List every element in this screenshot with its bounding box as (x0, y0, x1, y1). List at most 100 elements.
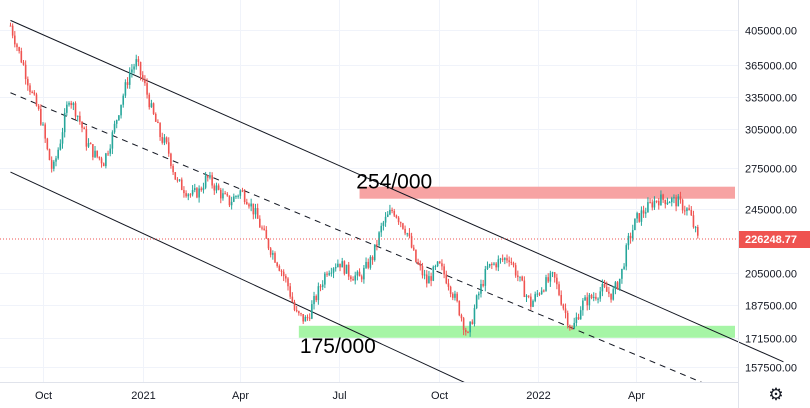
candle-body (163, 137, 166, 143)
candle-body (48, 149, 51, 161)
candle-body (367, 261, 370, 268)
candle-body (491, 263, 493, 265)
candle-body (274, 253, 276, 263)
candle-body (504, 258, 506, 260)
candle-body (497, 259, 500, 268)
candle-body (265, 229, 268, 239)
candle-body (571, 328, 573, 330)
candle-body (662, 194, 664, 200)
candle-body (649, 202, 651, 204)
candle-body (339, 263, 341, 268)
y-axis[interactable]: 405000.00 365000.00 335000.00 305000.00 2750… (745, 26, 797, 375)
candle-body (577, 317, 580, 320)
candle-body (113, 123, 116, 133)
candle-body (443, 266, 445, 275)
candle-body (540, 290, 543, 295)
candle-body (551, 272, 554, 274)
candle-body (376, 244, 378, 246)
candle-body (547, 277, 549, 282)
candle-body (107, 153, 109, 155)
candle-body (373, 244, 376, 261)
candle-body (128, 72, 131, 85)
candle-body (679, 196, 682, 200)
support-label: 175/000 (300, 335, 376, 358)
candle-body (40, 108, 42, 125)
candle-body (354, 275, 357, 281)
trend-line (10, 171, 465, 383)
candle-body (196, 188, 198, 198)
gear-icon[interactable]: ⚙ (768, 385, 784, 405)
candle-body (55, 158, 57, 162)
candle-body (289, 286, 291, 297)
candle-body (608, 291, 610, 294)
candle-body (688, 208, 690, 211)
candle-body (454, 293, 456, 298)
candle-body (677, 196, 680, 207)
candle-body (191, 190, 194, 195)
candle-body (473, 308, 476, 325)
y-tick-label: 171500.00 (745, 334, 797, 346)
candle-body (430, 276, 432, 281)
candle-body (256, 208, 259, 219)
candle-body (178, 179, 181, 181)
candle-body (14, 35, 16, 45)
candle-body (610, 293, 612, 300)
candle-body (404, 228, 406, 234)
candle-body (27, 79, 29, 86)
candle-body (137, 59, 140, 62)
candle-body (347, 264, 350, 277)
candle-body (666, 202, 669, 205)
candle-body (332, 268, 335, 273)
candle-body (57, 149, 59, 159)
candle-body (53, 161, 55, 169)
x-axis[interactable]: Oct 2021 Apr Jul Oct 2022 Apr (35, 390, 645, 402)
candle-body (668, 202, 671, 204)
candle-body (655, 200, 658, 202)
candle-body (447, 283, 450, 287)
candle-body (237, 195, 239, 197)
candle-body (519, 276, 521, 278)
candle-body (475, 295, 478, 309)
candle-body (308, 317, 311, 319)
trend-line (10, 19, 784, 363)
candle-body (345, 264, 348, 274)
candle-body (165, 137, 168, 143)
candle-body (239, 190, 242, 196)
candle-body (378, 232, 380, 246)
candle-body (326, 273, 328, 275)
last-price-badge-bg (739, 231, 810, 249)
candle-body (311, 304, 313, 319)
candle-body (230, 201, 233, 206)
candle-body (183, 190, 185, 194)
trend-line-dashed (10, 92, 703, 383)
candle-body (486, 266, 489, 270)
candle-body (98, 156, 101, 159)
x-tick-label: Jul (332, 390, 346, 402)
x-tick-label: Apr (628, 390, 645, 402)
candle-body (254, 208, 257, 215)
candle-body (478, 293, 480, 296)
candle-body (16, 44, 18, 48)
candle-body (499, 258, 502, 260)
candle-body (356, 271, 359, 276)
candle-body (425, 274, 428, 284)
candle-body (525, 295, 528, 297)
candle-body (85, 129, 88, 147)
candle-body (517, 275, 519, 278)
candle-body (200, 188, 203, 191)
candle-body (105, 153, 107, 167)
candle-body (246, 202, 248, 205)
y-tick-label: 365000.00 (745, 61, 797, 73)
candle-body (536, 293, 539, 295)
y-tick-label: 275000.00 (745, 164, 797, 176)
candle-body (144, 79, 146, 84)
candle-body (406, 233, 409, 235)
candle-body (560, 294, 562, 305)
candle-body (493, 263, 495, 265)
candle-body (341, 261, 344, 268)
candle-body (94, 150, 96, 158)
candle-body (360, 276, 363, 280)
candle-body (278, 266, 281, 271)
candle-body (324, 273, 326, 285)
